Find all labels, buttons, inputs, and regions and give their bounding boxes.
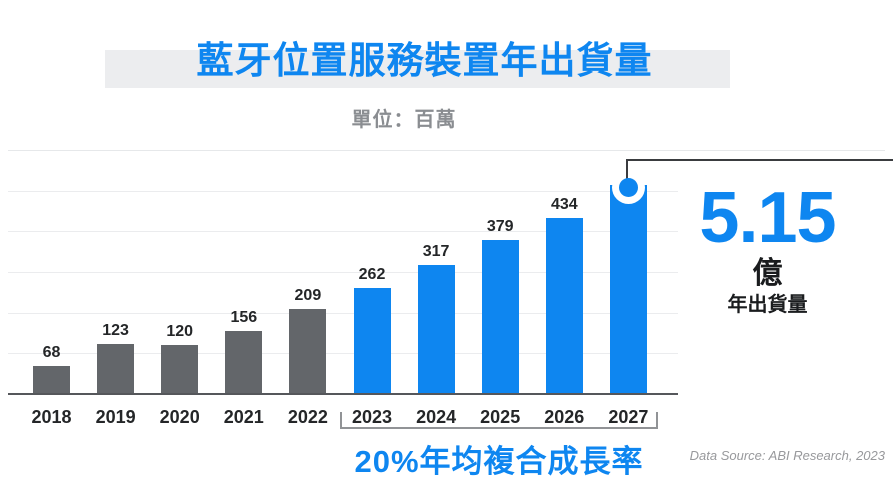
gridline-600 xyxy=(8,150,885,151)
bar-value-label-2018: 68 xyxy=(42,344,61,362)
x-tick-label-2022: 2022 xyxy=(287,407,328,427)
bar-value-label-2020: 120 xyxy=(166,323,194,341)
bar-2025 xyxy=(481,239,519,394)
unit-note: 單位：百萬 xyxy=(351,109,457,131)
bar-2022 xyxy=(289,309,327,394)
title-highlight-band xyxy=(105,50,730,88)
gridline-300 xyxy=(8,272,678,273)
x-tick-label-2023: 2023 xyxy=(351,407,393,427)
bar-2021 xyxy=(225,330,263,394)
x-axis-line xyxy=(8,393,678,395)
x-tick-label-2019: 2019 xyxy=(95,407,136,427)
callout-unit: 億 xyxy=(752,257,783,290)
bar-value-label-2023: 262 xyxy=(358,265,386,283)
callout-value: 5.15 xyxy=(699,178,836,258)
bar-2020 xyxy=(161,345,199,394)
x-tick-label-2027: 2027 xyxy=(608,407,649,427)
bar-2019 xyxy=(97,344,135,394)
bar-2023 xyxy=(353,287,391,394)
forecast-bracket-line xyxy=(340,427,658,429)
forecast-bracket-left-tick xyxy=(340,412,342,429)
bar-value-label-2019: 123 xyxy=(102,322,129,339)
x-tick-label-2020: 2020 xyxy=(159,407,200,427)
callout-marker-dot-icon xyxy=(619,178,638,197)
x-tick-label-2026: 2026 xyxy=(544,407,585,427)
gridline-500 xyxy=(8,190,678,192)
gridline-400 xyxy=(8,231,678,233)
bar-value-label-2021: 156 xyxy=(230,308,258,326)
x-tick-label-2018: 2018 xyxy=(31,407,72,427)
x-tick-label-2021: 2021 xyxy=(223,407,264,427)
gridline-100 xyxy=(8,353,678,355)
bar-2024 xyxy=(417,265,455,394)
data-source-note: Data Source: ABI Research, 2023 xyxy=(689,448,885,463)
bar-2026 xyxy=(545,217,583,394)
forecast-bracket-right-tick xyxy=(656,412,658,429)
page-title: 藍牙位置服務裝置年出貨量 xyxy=(196,40,653,81)
bar-value-label-2025: 379 xyxy=(486,217,514,235)
cagr-label: 20%年均複合成長率 xyxy=(354,444,644,479)
bar-2027 xyxy=(609,184,647,394)
bar-value-label-2024: 317 xyxy=(422,243,450,261)
x-tick-label-2025: 2025 xyxy=(480,407,521,427)
callout-label: 年出貨量 xyxy=(727,294,808,316)
gridline-200 xyxy=(8,312,678,314)
bar-2018 xyxy=(33,366,70,394)
x-tick-label-2024: 2024 xyxy=(416,407,457,427)
callout-connector-horizontal xyxy=(627,159,893,161)
bar-value-label-2026: 434 xyxy=(550,195,578,213)
bar-value-label-2022: 209 xyxy=(294,287,322,304)
callout-connector-vertical xyxy=(626,159,628,180)
callout: 5.15 億 年出貨量 xyxy=(660,181,875,317)
